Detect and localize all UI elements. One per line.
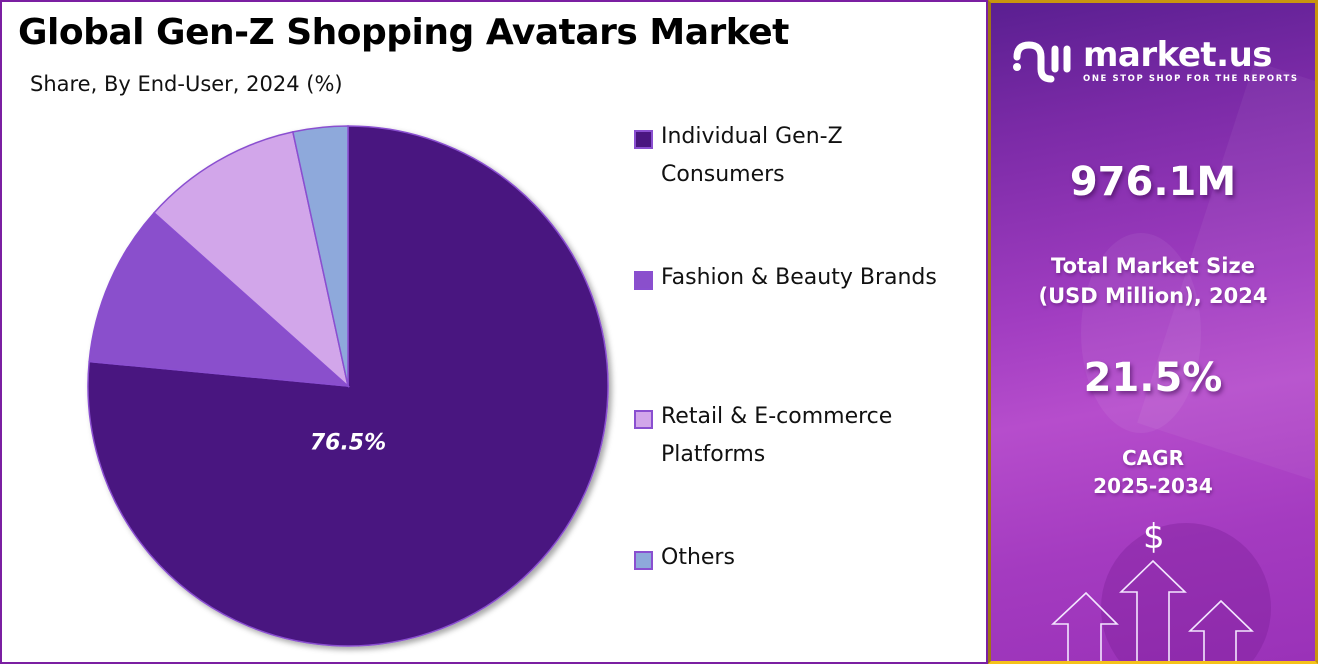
- chart-subtitle: Share, By End-User, 2024 (%): [30, 72, 343, 96]
- legend-swatch: [634, 410, 653, 429]
- legend-label: Retail & E-commerce Platforms: [661, 404, 893, 467]
- pie-slice-others[interactable]: [291, 125, 349, 387]
- background-decoration: [1081, 233, 1201, 433]
- legend-label: Others: [661, 545, 735, 570]
- market-size-value: 976.1M: [1069, 159, 1237, 205]
- legend-item-others[interactable]: Others: [634, 544, 981, 577]
- market-size-label-line2: (USD Million), 2024: [1038, 284, 1268, 308]
- cagr-label-line2: 2025-2034: [1093, 474, 1213, 498]
- legend-swatch: [634, 551, 653, 570]
- chart-panel: Global Gen-Z Shopping Avatars Market Sha…: [0, 0, 988, 664]
- legend-swatch: [634, 130, 653, 149]
- growth-arrows-icon: [1050, 559, 1254, 661]
- legend-item-fashion-beauty-brands[interactable]: Fashion & Beauty Brands: [634, 264, 981, 297]
- logo-tagline: ONE STOP SHOP FOR THE REPORTS: [1083, 73, 1299, 84]
- logo-name: market.us: [1083, 34, 1273, 75]
- pie-chart: 76.5%: [2, 2, 702, 664]
- cagr-value: 21.5%: [1083, 355, 1223, 401]
- legend-label: Fashion & Beauty Brands: [661, 265, 937, 290]
- pie-slice-individual-gen-z-consumers[interactable]: [87, 125, 609, 647]
- pie-slice-retail-e-commerce-platforms[interactable]: [152, 131, 350, 389]
- legend-item-individual-gen-z-consumers[interactable]: Individual Gen-Z Consumers: [634, 123, 901, 194]
- pie-slice-fashion-beauty-brands[interactable]: [88, 211, 351, 387]
- chart-title: Global Gen-Z Shopping Avatars Market: [18, 12, 789, 53]
- market-us-logo-icon: [1013, 41, 1071, 83]
- market-size-label-line1: Total Market Size: [1051, 254, 1255, 278]
- legend-swatch: [634, 271, 653, 290]
- legend-label: Individual Gen-Z Consumers: [661, 124, 843, 187]
- dollar-icon: $: [1143, 517, 1165, 557]
- cagr-label-line1: CAGR: [1122, 446, 1184, 470]
- market-us-logo[interactable]: market.us ONE STOP SHOP FOR THE REPORTS: [1011, 35, 1299, 85]
- summary-panel: market.us ONE STOP SHOP FOR THE REPORTS …: [988, 0, 1318, 664]
- legend-item-retail-ecommerce-platforms[interactable]: Retail & E-commerce Platforms: [634, 403, 946, 474]
- pie-data-label: 76.5%: [309, 430, 387, 456]
- pie-svg: [87, 125, 609, 647]
